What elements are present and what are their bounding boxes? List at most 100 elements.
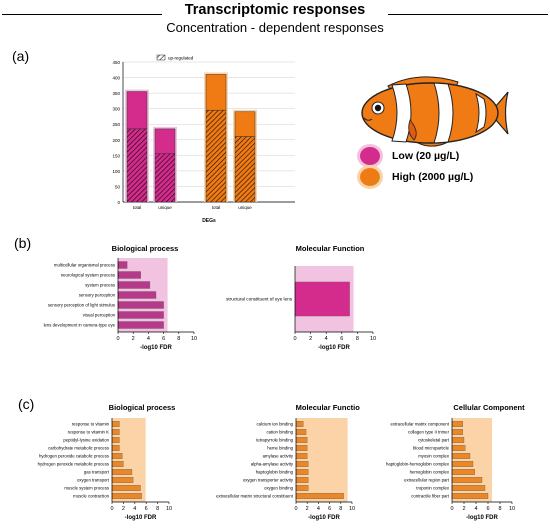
b-mf-x-tick-label: 2	[309, 336, 312, 342]
c-bp-category-label: response to vitamin K	[68, 430, 109, 435]
b-mf-x-tick-label: 8	[356, 336, 359, 342]
c-bp-bar	[111, 421, 120, 427]
c-bp-x-tick-label: 0	[110, 506, 113, 512]
b-bp-x-tick-label: 6	[162, 336, 165, 342]
b-bp-category-label: neurological system process	[61, 273, 115, 278]
panel-label-b: (b)	[14, 235, 32, 251]
c-mf-title: Molecular Function	[296, 403, 360, 412]
c-bp-x-tick-label: 10	[166, 506, 172, 512]
c-mf-x-tick-label: 8	[339, 506, 342, 512]
clownfish-illustration	[361, 76, 509, 147]
degs-y-tick-label: 200	[112, 138, 120, 143]
c-cc-category-label: myosin complex	[418, 454, 450, 459]
c-mf-x-tick-label: 6	[328, 506, 331, 512]
c-bp-x-axis-label: -log10 FDR	[125, 515, 157, 521]
legend-low-swatch	[360, 147, 380, 165]
b-bp-x-axis-label: -log10 FDR	[140, 345, 172, 351]
degs-legend-label: up-regulated	[168, 56, 194, 61]
c-mf-bar	[295, 421, 304, 427]
degs-y-tick-label: 50	[115, 184, 121, 189]
legend-low-label: Low (20 µg/L)	[392, 150, 460, 162]
c-bp-bar	[111, 437, 120, 443]
b-biological-process-chart: Biological process multicellular organism…	[44, 244, 197, 351]
b-bp-bar	[117, 311, 164, 319]
c-bp-bar	[111, 493, 142, 499]
b-bp-x-tick-label: 10	[191, 336, 197, 342]
degs-chart: 0 50 100 150 200 250 300 350 400 450 total unique to…	[112, 54, 295, 224]
c-bp-bar	[111, 429, 120, 435]
c-bp-category-label: gas transport	[84, 470, 110, 475]
degs-bar-hatch	[127, 128, 147, 202]
c-bp-category-label: carbohydrate metabolic process	[48, 446, 109, 451]
b-mf-x-tick-label: 6	[340, 336, 343, 342]
c-bp-category-label: peptidyl-lysine oxidation	[63, 438, 109, 443]
c-cc-bar	[451, 445, 466, 451]
b-mf-x-tick-label: 4	[325, 336, 328, 342]
c-bp-x-tick-label: 4	[133, 506, 136, 512]
degs-y-tick-label: 100	[112, 169, 120, 174]
c-mf-bar	[295, 477, 309, 483]
b-bp-bar	[117, 271, 141, 279]
b-bp-category-label: multicellular organismal process	[54, 263, 115, 268]
c-cc-category-label: troponin complex	[416, 486, 450, 491]
b-mf-title: Molecular Function	[296, 244, 365, 253]
degs-x-axis-label: DEGs	[202, 218, 216, 224]
c-mf-bar	[295, 453, 308, 459]
c-bp-x-tick-label: 6	[145, 506, 148, 512]
b-bp-bar	[117, 261, 128, 269]
degs-bar-total	[154, 128, 176, 155]
panel-label-a: (a)	[12, 48, 30, 64]
b-bp-bar	[117, 281, 151, 289]
c-bp-x-tick-label: 8	[156, 506, 159, 512]
c-cc-bar	[451, 437, 465, 443]
c-cc-x-tick-label: 2	[462, 506, 465, 512]
c-cc-bar	[451, 429, 463, 435]
c-cc-bar	[451, 469, 475, 475]
c-cc-x-tick-label: 4	[474, 506, 477, 512]
c-mf-category-label: haptoglobin binding	[256, 470, 294, 475]
c-bp-category-label: response to vitamin	[72, 422, 110, 427]
b-bp-x-tick-label: 8	[177, 336, 180, 342]
degs-y-tick-label: 300	[112, 107, 120, 112]
c-cc-bar	[451, 485, 486, 491]
c-bp-bar	[111, 477, 134, 483]
degs-y-tick-label: 150	[112, 153, 120, 158]
degs-y-tick-label: 0	[117, 200, 120, 205]
c-cc-bar	[451, 453, 471, 459]
c-biological-process-chart: Biological process response to vitamin res…	[38, 403, 176, 521]
b-bp-bar	[117, 301, 164, 309]
page-title: Transcriptomic responses	[184, 2, 366, 18]
c-mf-category-label: amylase activity	[263, 454, 294, 459]
c-mf-bar	[295, 437, 308, 443]
c-mf-category-label: tetrapyrrole binding	[256, 438, 293, 443]
c-mf-category-label: heme binding	[267, 446, 293, 451]
c-bp-bar	[111, 485, 141, 491]
b-bp-x-tick-label: 4	[147, 336, 150, 342]
degs-x-tick-label: total	[133, 205, 142, 210]
c-mf-x-tick-label: 0	[294, 506, 297, 512]
c-mf-bar	[295, 445, 308, 451]
b-bp-bar	[117, 321, 164, 329]
c-bp-bar	[111, 461, 124, 467]
degs-bar-total	[234, 111, 256, 137]
c-mf-bar	[295, 485, 309, 491]
degs-legend-swatch	[156, 54, 166, 61]
c-cc-x-tick-label: 8	[498, 506, 501, 512]
degs-x-tick-label: unique	[158, 205, 172, 210]
page-subtitle: Concentration - dependent responses	[166, 20, 384, 35]
c-mf-x-tick-label: 10	[349, 506, 355, 512]
c-mf-bar	[295, 461, 309, 467]
c-mf-x-axis-label: -log10 FDR	[308, 515, 340, 521]
degs-y-tick-label: 350	[112, 91, 120, 96]
b-mf-bar	[294, 281, 350, 317]
c-molecular-function-chart: Molecular Function calcium ion binding cat…	[216, 403, 360, 521]
header-rule-right	[388, 14, 548, 16]
c-cc-title: Cellular Component	[453, 403, 525, 412]
degs-y-tick-label: 250	[112, 122, 120, 127]
legend-high-label: High (2000 µg/L)	[392, 171, 474, 183]
c-mf-category-label: extracellular matrix structural constitu…	[216, 494, 294, 499]
c-bp-x-tick-label: 2	[122, 506, 125, 512]
c-mf-bar	[295, 429, 307, 435]
c-cc-category-label: hemoglobin complex	[410, 470, 450, 475]
b-bp-category-label: lens development in camera-type eye	[44, 323, 116, 328]
